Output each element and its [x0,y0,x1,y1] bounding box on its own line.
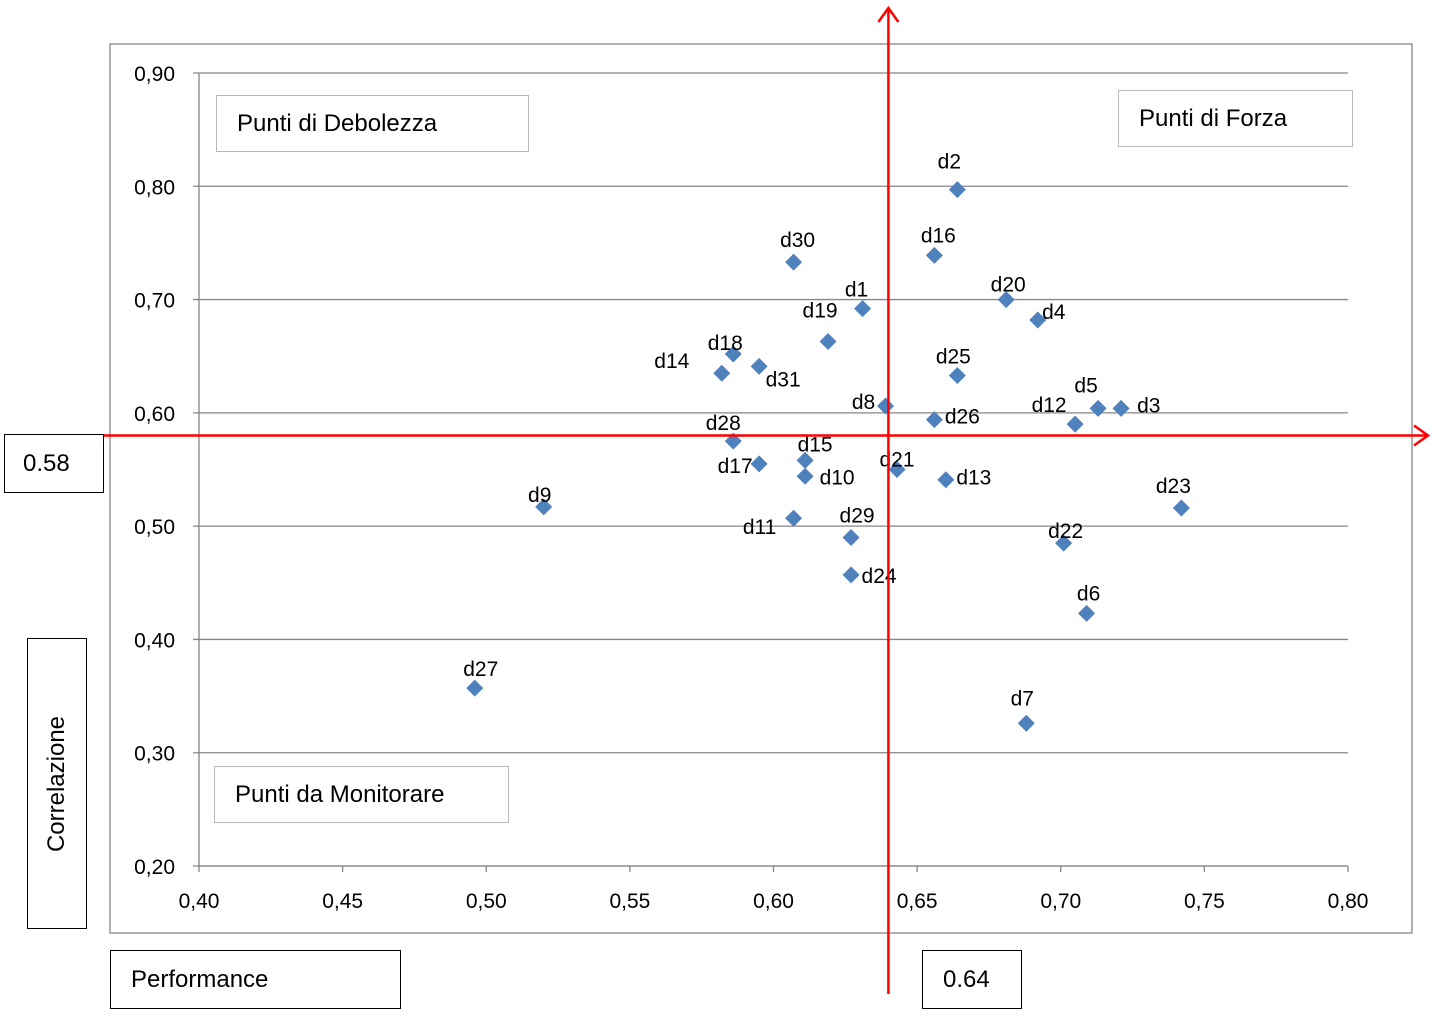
data-point-d15 [796,451,814,469]
point-label-d19: d19 [803,299,838,322]
point-label-d17: d17 [718,455,753,478]
y-axis-title: Correlazione [43,715,71,852]
data-point-d20 [997,291,1015,309]
data-point-d10 [796,467,814,485]
data-point-d13 [937,471,955,489]
threshold-y-label: 0.58 [4,434,104,493]
point-label-d23: d23 [1156,475,1191,498]
quadrant-label-weakness: Punti di Debolezza [216,95,529,152]
point-label-d8: d8 [852,391,875,414]
point-label-d3: d3 [1137,394,1160,417]
x-tick-label: 0,50 [466,890,507,913]
x-tick-label: 0,75 [1184,890,1225,913]
data-point-d3 [1112,399,1130,417]
x-tick-label: 0,40 [179,890,220,913]
data-points [466,181,1190,732]
data-point-d14 [713,364,731,382]
data-point-d16 [925,246,943,264]
point-label-d20: d20 [991,274,1026,297]
data-point-d9 [535,498,553,516]
point-label-d5: d5 [1074,374,1097,397]
x-tick-label: 0,60 [753,890,794,913]
point-label-d12: d12 [1032,394,1067,417]
y-axis-title-box: Correlazione [27,638,87,929]
data-point-d23 [1172,499,1190,517]
data-point-d29 [842,528,860,546]
point-label-d7: d7 [1011,687,1034,710]
y-tick-label: 0,30 [134,743,175,766]
point-label-d18: d18 [708,332,743,355]
point-label-d27: d27 [463,658,498,681]
y-tick-label: 0,80 [134,176,175,199]
data-point-d7 [1017,714,1035,732]
point-label-d9: d9 [528,484,551,507]
point-label-d15: d15 [798,433,833,456]
point-label-d13: d13 [956,467,991,490]
threshold-x-arrowhead [877,5,900,23]
x-axis-title: Performance [110,950,401,1009]
y-tick-label: 0,90 [134,63,175,86]
point-label-d10: d10 [820,466,855,489]
quadrant-label-strength: Punti di Forza [1118,90,1353,147]
point-label-d1: d1 [845,279,868,302]
data-point-d27 [466,679,484,697]
y-tick-label: 0,20 [134,856,175,879]
data-point-d17 [750,455,768,473]
point-labels: d1 d2 d3 d4 d5 d6 d7 d8 d9 d10 d11 d12 d13 d14 d15 d16 d… [463,151,1191,711]
point-label-d26: d26 [945,406,980,429]
threshold-y-arrowhead [1413,424,1431,447]
y-tick-label: 0,40 [134,629,175,652]
threshold-x-label: 0.64 [922,950,1022,1009]
point-label-d29: d29 [840,504,875,527]
data-point-d1 [854,300,872,318]
data-point-d24 [842,566,860,584]
data-point-d31 [750,357,768,375]
y-tick-label: 0,70 [134,290,175,313]
data-point-d6 [1078,604,1096,622]
data-point-d30 [785,253,803,271]
data-point-d5 [1089,399,1107,417]
x-tick-label: 0,45 [322,890,363,913]
point-label-d25: d25 [936,345,971,368]
point-label-d4: d4 [1042,301,1066,324]
data-point-d12 [1066,415,1084,433]
data-point-d28 [724,432,742,450]
point-label-d28: d28 [706,412,741,435]
point-label-d2: d2 [938,151,961,174]
point-label-d14: d14 [654,350,689,373]
data-point-d8 [877,397,895,415]
point-label-d21: d21 [879,449,914,472]
axes [198,73,1349,872]
y-tick-label: 0,50 [134,516,175,539]
point-label-d6: d6 [1077,582,1100,605]
data-point-d22 [1055,534,1073,552]
x-tick-label: 0,65 [897,890,938,913]
data-point-d21 [888,461,906,478]
x-tick-label: 0,80 [1328,890,1369,913]
data-point-d18 [724,345,742,363]
point-label-d30: d30 [780,229,815,252]
data-point-d19 [819,332,837,350]
data-point-d26 [925,411,943,429]
x-tick-label: 0,70 [1040,890,1081,913]
data-point-d2 [948,181,966,199]
point-label-d31: d31 [766,368,801,391]
x-tick-label: 0,55 [609,890,650,913]
tick-labels: 0,20 0,30 0,40 0,50 0,60 0,70 0,80 0,90 0,40 0,45… [134,63,1368,913]
point-label-d16: d16 [921,224,956,247]
reference-lines [104,5,1431,994]
quadrant-label-monitor: Punti da Monitorare [214,766,509,823]
data-point-d4 [1029,311,1047,329]
point-label-d22: d22 [1048,520,1083,543]
data-point-d11 [785,509,803,527]
y-tick-label: 0,60 [134,403,175,426]
data-point-d25 [948,366,966,384]
point-label-d11: d11 [743,516,776,539]
point-label-d24: d24 [862,565,897,588]
